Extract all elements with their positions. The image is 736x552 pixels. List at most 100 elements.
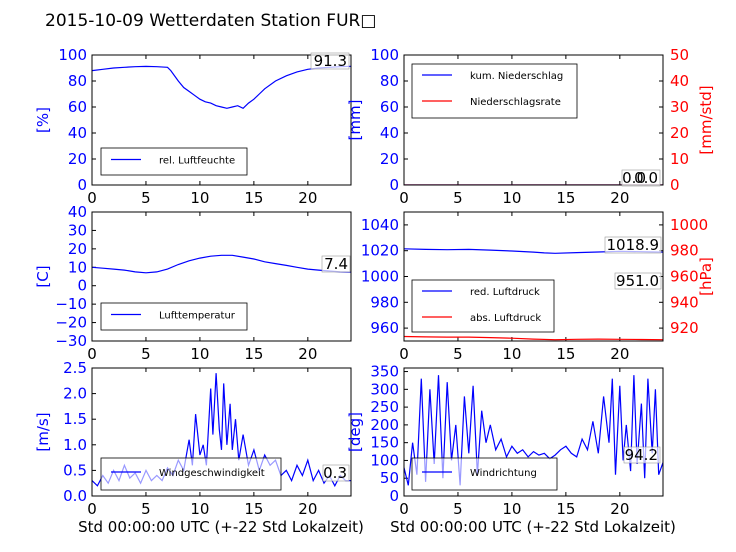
x-tick-label: 20 [610,500,629,518]
value-label: 1018.9 [607,236,660,254]
x-tick-label: 15 [556,189,575,207]
y-axis-label: [m/s] [34,412,52,451]
value-label: 91.3 [314,52,347,70]
legend-label: red. Luftdruck [470,287,540,298]
value-box [310,52,350,70]
series-line [92,65,351,110]
value-label: 7.4 [324,255,348,273]
figure-title: 2015-10-09 Wetterdaten Station FUR□ [45,11,376,31]
y-tick-label: 980 [370,293,399,311]
y-axis-label: [C] [34,265,52,287]
y-tick-label: −20 [55,314,87,332]
chart-wind_speed: 0 5 10 15 20 0.0 0.5 1.0 1.5 2.0 2.5 [m/s] Windgesch… [34,359,352,518]
x-tick-label: 15 [244,500,263,518]
plot-frame [91,367,352,497]
legend-label: Windrichtung [470,468,537,479]
chart-temperature: 0 5 10 15 20−30−20−10010203040[C]Lufttempera… [34,203,352,363]
y2-tick-label: 10 [670,150,689,168]
value-box [322,464,350,482]
chart-humidity: 0 5 10 15 20 0 20 40 60 80 100 [%] rel. Luftfeuchte 9… [34,46,352,207]
legend-label: Lufttemperatur [159,311,236,322]
value-label-2: 0.0 [622,169,646,187]
y-tick-label: 960 [370,319,399,337]
legend-box [100,457,282,491]
y-tick-label: 80 [68,72,87,90]
y-tick-label: 80 [380,72,399,90]
y-tick-label: −30 [55,332,87,350]
x-tick-label: 5 [453,189,463,207]
x-tick-label: 10 [502,500,521,518]
y-tick-label: 2.0 [63,385,87,403]
y-tick-label: 20 [380,150,399,168]
y2-tick-label: 940 [670,293,699,311]
y-tick-label: 40 [68,124,87,142]
legend-box [411,63,578,119]
y-tick-label: 0 [77,277,87,295]
y-tick-label: 1020 [361,242,399,260]
x-tick-label: 10 [502,189,521,207]
value-box [604,236,662,254]
legend-box [100,302,248,331]
y-tick-label: 0 [389,176,399,194]
y-tick-label: 1.0 [63,436,87,454]
x-tick-label: 5 [141,500,151,518]
y2-axis-label: [mm/std] [697,85,715,154]
x-tick-label: 5 [453,500,463,518]
plot-frame [91,54,352,186]
x-tick-label: 20 [610,189,629,207]
x-tick-label: 20 [298,189,317,207]
y-tick-label: 10 [68,258,87,276]
y-axis-label: [deg] [346,412,364,452]
y-axis-label: [mm] [346,100,364,141]
x-tick-label: 10 [502,345,521,363]
y-tick-label: 250 [370,398,399,416]
x-axis-label-right: Std 00:00:00 UTC (+-22 Std Lokalzeit) [390,518,676,536]
y-tick-label: 100 [58,46,87,64]
plot-frame [403,367,664,497]
x-tick-label: 15 [244,345,263,363]
x-tick-label: 5 [453,345,463,363]
x-tick-label: 10 [190,189,209,207]
y-tick-label: 30 [68,221,87,239]
x-tick-label: 0 [87,189,97,207]
value-box [321,255,351,273]
legend-box [411,279,555,333]
y-tick-label: 40 [68,203,87,221]
value-label: 0.3 [323,464,347,482]
y-tick-label: 1000 [361,268,399,286]
y2-tick-label: 20 [670,124,689,142]
x-tick-label: 0 [87,345,97,363]
y-tick-label: 350 [370,363,399,381]
y-tick-label: 1040 [361,216,399,234]
y-tick-label: 100 [370,46,399,64]
y-tick-label: 0.5 [63,461,87,479]
y2-tick-label: 40 [670,72,689,90]
legend-label: kum. Niederschlag [470,71,563,82]
chart-pressure: 0 5 10 15 20 960 980 1000 1020 1040 920 940 960 980 10… [361,211,715,363]
y2-tick-label: 50 [670,46,689,64]
y2-axis-label: [hPa] [697,257,715,296]
legend-label: Windgeschwindigkeit [159,468,265,479]
series-line [92,254,351,274]
y2-tick-label: 920 [670,319,699,337]
plot-frame [403,211,664,342]
y-tick-label: 50 [380,469,399,487]
y-tick-label: 20 [68,240,87,258]
plot-frame [91,211,352,342]
chart-precip: 0 5 10 15 20 0 20 40 60 80 100 0 10 20 30 40 50 [mm] [mm/s… [346,46,715,207]
y2-tick-label: 1000 [670,216,708,234]
value-box-2 [614,272,662,290]
y-tick-label: 60 [68,98,87,116]
y-tick-label: 200 [370,416,399,434]
y-tick-label: 0 [77,176,87,194]
x-tick-label: 10 [190,345,209,363]
chart-wind_direction: 0 5 10 15 20050100150200250300350[deg]Windri… [346,363,664,518]
y2-tick-label: 960 [670,268,699,286]
value-label: 0.0 [634,169,658,187]
value-box [621,169,661,187]
y-tick-label: 20 [68,150,87,168]
x-tick-label: 0 [399,189,409,207]
value-box [623,446,661,464]
legend-label: Niederschlagsrate [470,97,561,108]
